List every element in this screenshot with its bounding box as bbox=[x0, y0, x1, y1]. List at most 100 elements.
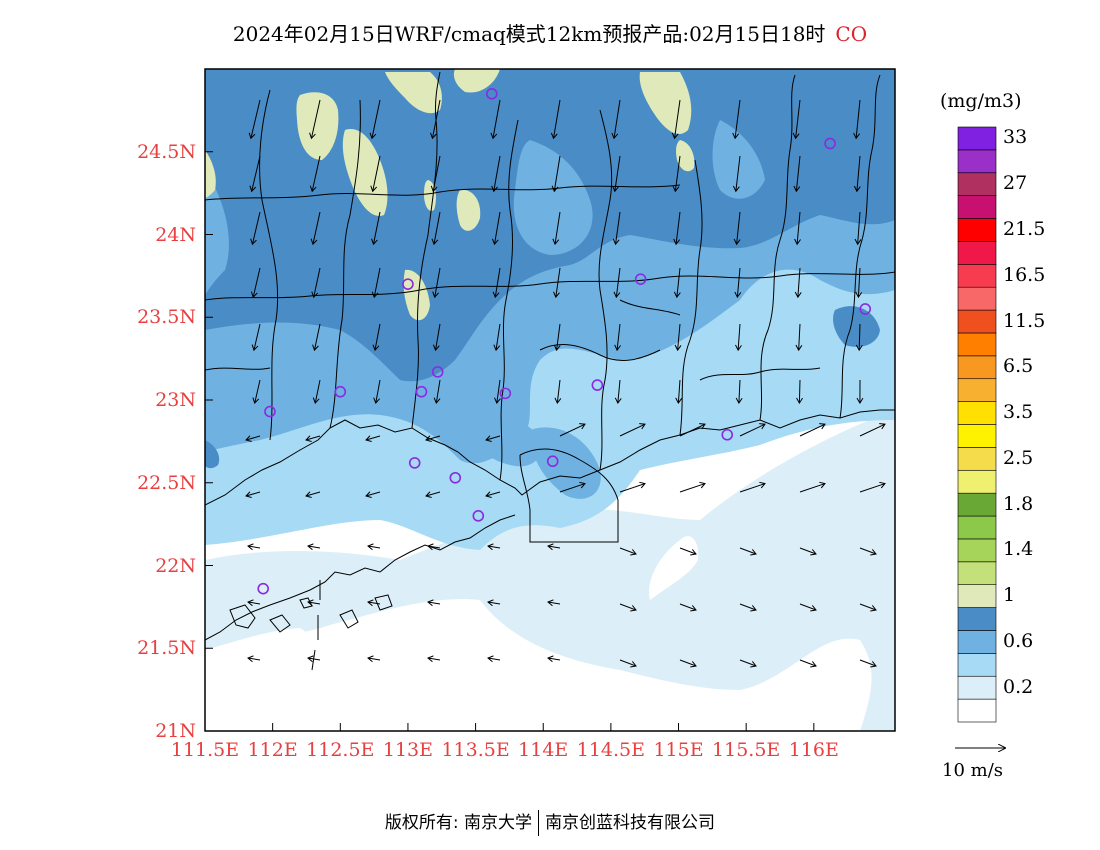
copyright-right: 南京创蓝科技有限公司 bbox=[545, 813, 716, 833]
wind-arrow bbox=[734, 267, 742, 299]
wind-arrow bbox=[551, 155, 561, 193]
wind-arrow bbox=[310, 211, 321, 246]
station-marker bbox=[591, 379, 604, 391]
wind-arrow bbox=[367, 543, 381, 551]
wind-arrow bbox=[425, 491, 441, 498]
wind-arrow bbox=[430, 155, 441, 193]
wind-arrow bbox=[485, 435, 501, 442]
lon-label: 114E bbox=[518, 739, 569, 761]
wind-arrow bbox=[675, 379, 683, 405]
station-marker bbox=[257, 582, 269, 595]
station-marker bbox=[449, 471, 462, 484]
colorbar-label: 2.5 bbox=[1003, 446, 1034, 469]
wind-arrow bbox=[251, 323, 261, 352]
wind-arrow bbox=[732, 99, 741, 140]
wind-arrow bbox=[739, 547, 757, 556]
copyright-left: 版权所有: 南京大学 bbox=[384, 813, 533, 833]
lat-label: 23.5N bbox=[137, 306, 196, 329]
copyright-separator bbox=[538, 810, 540, 836]
wind-arrow bbox=[553, 267, 561, 299]
wind-arrow bbox=[425, 435, 441, 442]
station-marker bbox=[499, 387, 512, 400]
wind-arrow bbox=[735, 379, 743, 405]
lon-label: 116E bbox=[788, 739, 839, 761]
wind-arrow bbox=[367, 655, 381, 663]
wind-arrow bbox=[369, 99, 381, 140]
wind-arrow bbox=[673, 211, 681, 246]
wind-arrow bbox=[432, 323, 441, 352]
wind-arrow bbox=[491, 211, 501, 246]
colorbar-label: 0.6 bbox=[1003, 629, 1034, 652]
wind-arrow bbox=[307, 599, 321, 607]
axis-tick-marks bbox=[204, 151, 815, 732]
wind-arrow bbox=[365, 491, 381, 498]
wind-arrow bbox=[427, 655, 441, 663]
wind-arrow bbox=[671, 99, 681, 140]
wind-vectors bbox=[245, 99, 886, 668]
wind-arrow bbox=[491, 155, 501, 193]
lon-label: 113E bbox=[382, 739, 434, 761]
station-marker bbox=[546, 455, 559, 468]
wind-arrow bbox=[799, 423, 826, 437]
wind-arrow bbox=[739, 423, 766, 437]
wind-arrow bbox=[612, 155, 621, 193]
wind-arrow bbox=[372, 323, 381, 352]
wind-arrow bbox=[799, 659, 817, 668]
wind-arrow bbox=[547, 655, 561, 663]
lat-label: 22N bbox=[155, 554, 196, 577]
colorbar-label: 21.5 bbox=[1003, 217, 1046, 240]
wind-arrow bbox=[799, 547, 817, 556]
colorbar-swatch bbox=[957, 355, 997, 380]
colorbar-swatch bbox=[957, 675, 997, 700]
wind-arrow bbox=[431, 211, 441, 246]
wind-arrow bbox=[853, 99, 861, 140]
wind-arrow bbox=[485, 491, 501, 498]
wind-arrow bbox=[799, 481, 826, 493]
lon-label: 112.5E bbox=[306, 739, 375, 761]
lat-label: 23N bbox=[155, 389, 196, 411]
wind-arrow bbox=[795, 323, 803, 352]
colorbar-swatch bbox=[957, 149, 997, 174]
lon-label: 115E bbox=[653, 739, 704, 761]
colorbar-swatch bbox=[957, 447, 997, 471]
wind-arrow bbox=[679, 659, 697, 668]
colorbar-swatch bbox=[957, 424, 997, 448]
wind-arrow bbox=[796, 379, 803, 405]
station-marker bbox=[859, 303, 872, 315]
wind-arrow bbox=[373, 379, 381, 405]
wind-arrow bbox=[794, 267, 802, 299]
colorbar-swatch bbox=[957, 698, 997, 723]
wind-arrow bbox=[252, 379, 261, 405]
colorbar-swatch bbox=[957, 584, 997, 608]
wind-arrow bbox=[853, 155, 861, 193]
station-marker bbox=[264, 405, 276, 418]
wind-arrow bbox=[309, 99, 321, 140]
wind-arrow bbox=[487, 655, 501, 663]
wind-reference-label: 10 m/s bbox=[942, 760, 1003, 781]
wind-arrow bbox=[492, 267, 501, 299]
wind-arrow bbox=[552, 211, 561, 246]
colorbar-swatch bbox=[957, 653, 997, 677]
colorbar-swatch bbox=[957, 218, 997, 242]
colorbar-label: 11.5 bbox=[1003, 309, 1046, 332]
colorbar-swatch bbox=[957, 492, 997, 517]
wind-arrow bbox=[553, 323, 561, 352]
colorbar-label: 1.8 bbox=[1003, 492, 1034, 515]
wind-arrow bbox=[679, 423, 706, 437]
station-marker bbox=[431, 366, 444, 378]
wind-arrow bbox=[619, 659, 637, 668]
wind-arrow bbox=[245, 435, 261, 442]
lon-label: 115.5E bbox=[712, 739, 781, 761]
colorbar-label: 6.5 bbox=[1003, 355, 1034, 378]
wind-arrow bbox=[855, 267, 863, 299]
station-marker bbox=[486, 88, 498, 100]
colorbar-swatch bbox=[957, 172, 997, 196]
colorbar-label: 1.4 bbox=[1003, 538, 1034, 561]
wind-arrow bbox=[859, 659, 877, 668]
wind-arrow bbox=[613, 267, 621, 299]
wind-arrow bbox=[247, 543, 261, 551]
lat-label: 21.5N bbox=[137, 637, 196, 660]
wind-arrow bbox=[619, 481, 646, 493]
wind-arrow bbox=[307, 543, 321, 551]
